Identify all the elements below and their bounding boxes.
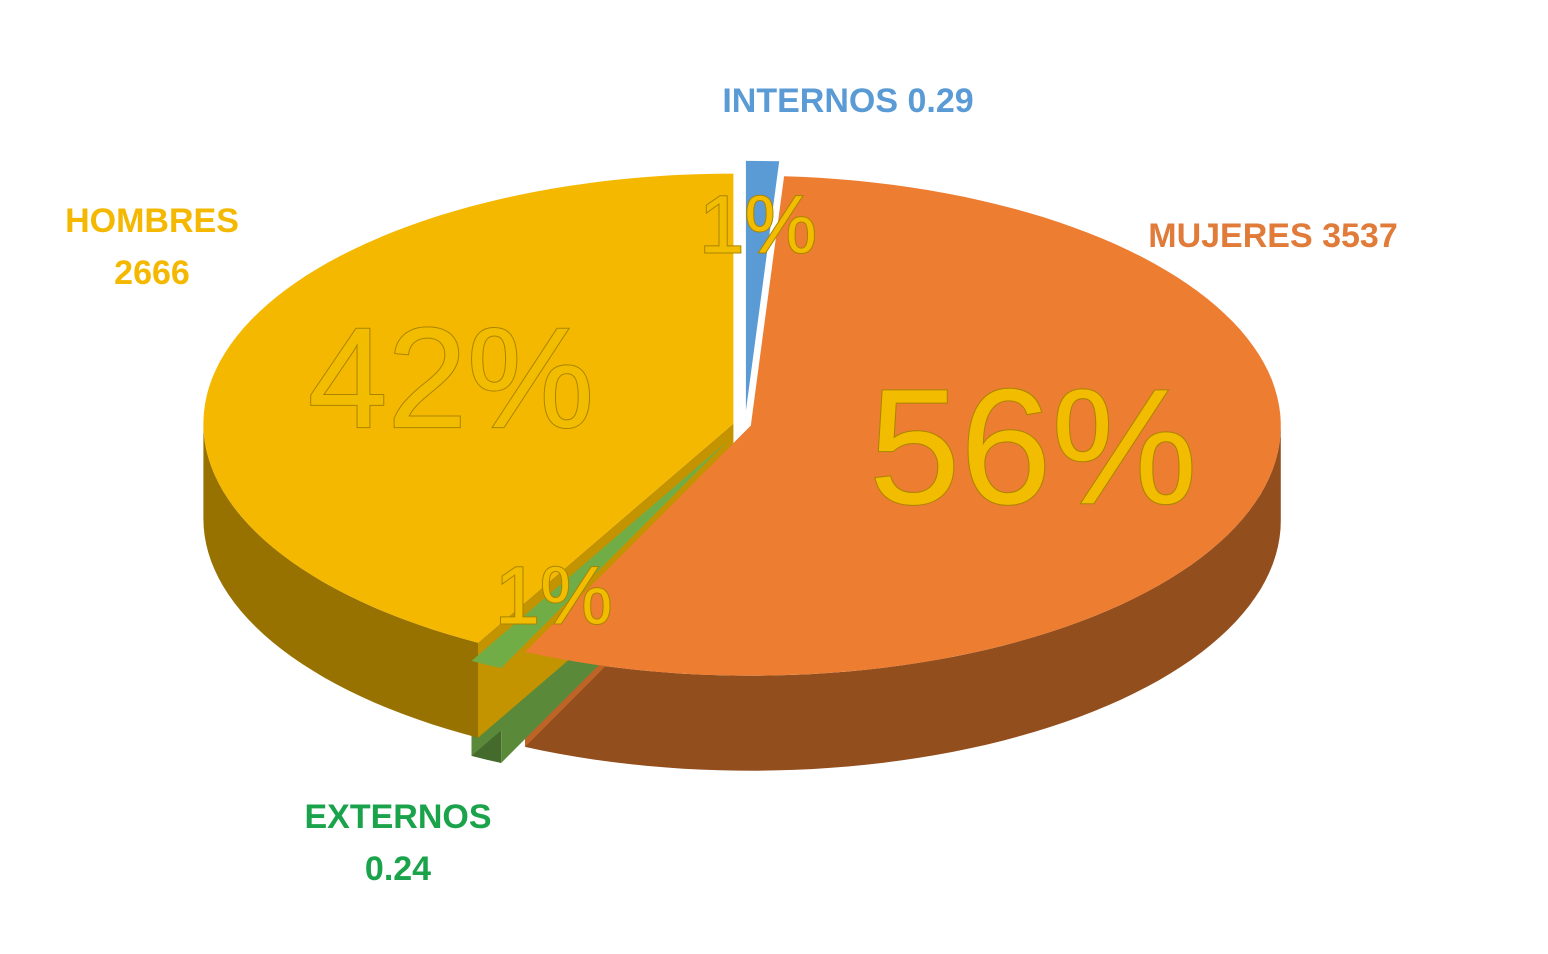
category-name: INTERNOS: [722, 82, 898, 120]
category-count: 0.29: [907, 82, 973, 120]
slice: [203, 173, 734, 643]
category-name: EXTERNOS: [304, 798, 491, 836]
category-name: MUJERES: [1148, 217, 1312, 255]
slice: [525, 176, 1281, 676]
slice-percent: 1%: [699, 179, 817, 270]
slice-percent: 1%: [495, 551, 613, 642]
slice-side: [203, 423, 478, 738]
category-count: 2666: [114, 254, 190, 292]
slice-percent: 56%: [869, 355, 1197, 538]
slice: [471, 441, 727, 668]
category-label: EXTERNOS 0.24: [304, 798, 491, 888]
slice: [745, 160, 780, 411]
slice-side: [525, 425, 1281, 771]
category-label: HOMBRES 2666: [65, 202, 239, 292]
category-count: 3537: [1322, 217, 1398, 255]
slice-percent: 42%: [308, 299, 594, 458]
category-label: MUJERES 3537: [1148, 217, 1397, 255]
category-count: 0.24: [365, 850, 431, 888]
category-label: INTERNOS 0.29: [722, 82, 973, 120]
category-name: HOMBRES: [65, 202, 239, 240]
